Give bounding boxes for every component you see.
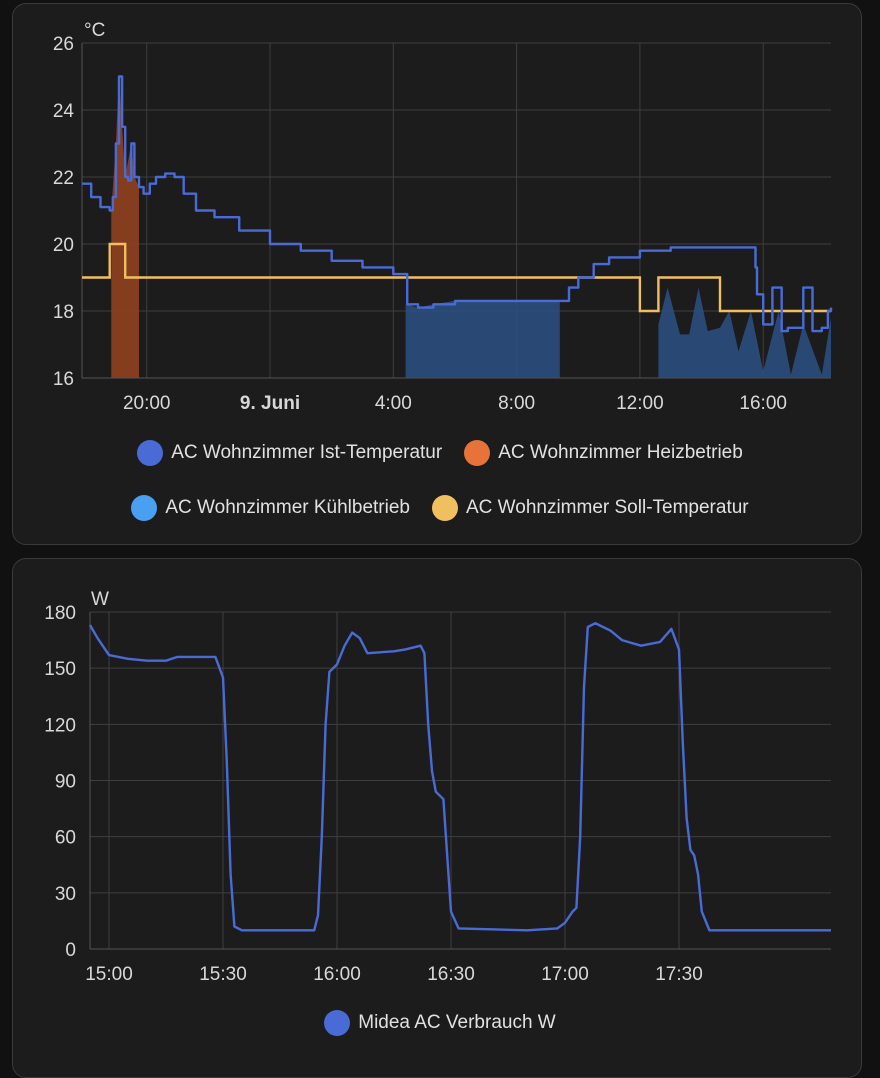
temperature-x-tick-label: 8:00	[498, 393, 535, 414]
power-y-tick-label: 90	[55, 772, 76, 793]
legend-dot-icon	[137, 440, 164, 466]
power-x-tick-label: 17:00	[541, 964, 589, 985]
temperature-x-tick-label: 20:00	[123, 393, 171, 414]
power-x-tick-label: 15:00	[85, 964, 133, 985]
temperature-x-tick-label: 4:00	[375, 393, 412, 414]
temperature-x-tick-label: 16:00	[739, 393, 787, 414]
legend-dot-icon	[432, 495, 458, 521]
temperature-x-tick-label: 9. Juni	[240, 393, 300, 414]
power-unit-label: W	[91, 589, 109, 610]
kuehlbetrieb-area	[658, 287, 831, 378]
power-y-tick-label: 150	[44, 659, 76, 680]
power-card	[12, 558, 862, 1078]
legend-item[interactable]: AC Wohnzimmer Soll-Temperatur	[432, 495, 749, 521]
legend-dot-icon	[464, 440, 491, 466]
power-x-tick-label: 15:30	[199, 964, 247, 985]
temperature-y-tick-label: 18	[53, 302, 74, 323]
power-y-tick-label: 120	[44, 715, 76, 736]
power-y-tick-label: 30	[55, 884, 76, 905]
power-chart[interactable]: 180 150 120 90 60 30 0 15:00 15:30 16:00 16:30 17:0…	[0, 0, 880, 1000]
temperature-y-tick-label: 26	[53, 34, 74, 55]
kuehlbetrieb-area	[405, 300, 560, 378]
power-plot-area: 180 150 120 90 60 30 0 15:00 15:30 16:00 16:30 17:0…	[44, 589, 831, 985]
temperature-plot-area: 26 24 22 20 18 16 20:00 9. Juni 4:00 8:00 12:00 16:…	[53, 20, 833, 414]
temperature-chart[interactable]: 26 24 22 20 18 16 20:00 9. Juni 4:00 8:00 12:00 16:…	[0, 0, 880, 440]
legend-dot-icon	[131, 495, 158, 521]
legend-item[interactable]: AC Wohnzimmer Heizbetrieb	[464, 440, 743, 466]
legend-item[interactable]: Midea AC Verbrauch W	[324, 1010, 556, 1036]
legend-item[interactable]: AC Wohnzimmer Ist-Temperatur	[137, 440, 442, 466]
temperature-x-tick-label: 12:00	[616, 393, 664, 414]
temperature-legend-row-1: AC Wohnzimmer Ist-Temperatur AC Wohnzimme…	[0, 440, 880, 466]
power-y-tick-label: 180	[44, 603, 76, 624]
legend-label: AC Wohnzimmer Kühlbetrieb	[165, 497, 410, 518]
temperature-legend-row-2: AC Wohnzimmer Kühlbetrieb AC Wohnzimmer S…	[0, 495, 880, 521]
legend-label: AC Wohnzimmer Ist-Temperatur	[171, 442, 443, 463]
legend-label: AC Wohnzimmer Heizbetrieb	[498, 442, 743, 463]
soll-temperatur-line	[82, 242, 831, 313]
power-x-tick-label: 16:30	[427, 964, 475, 985]
temperature-y-tick-label: 22	[53, 168, 74, 189]
legend-label: Midea AC Verbrauch W	[358, 1012, 556, 1033]
temperature-unit-label: °C	[84, 20, 105, 41]
power-x-tick-label: 17:30	[655, 964, 703, 985]
ist-temperatur-line	[82, 75, 833, 333]
power-x-tick-label: 16:00	[313, 964, 361, 985]
verbrauch-line	[88, 622, 831, 932]
temperature-y-tick-label: 24	[53, 101, 75, 122]
power-legend: Midea AC Verbrauch W	[0, 1010, 880, 1036]
power-y-tick-label: 0	[65, 940, 76, 961]
legend-label: AC Wohnzimmer Soll-Temperatur	[466, 497, 749, 518]
legend-item[interactable]: AC Wohnzimmer Kühlbetrieb	[131, 495, 410, 521]
legend-dot-icon	[324, 1010, 351, 1036]
power-y-tick-label: 60	[55, 828, 76, 849]
temperature-y-tick-label: 16	[53, 369, 74, 390]
temperature-y-tick-label: 20	[53, 235, 74, 256]
